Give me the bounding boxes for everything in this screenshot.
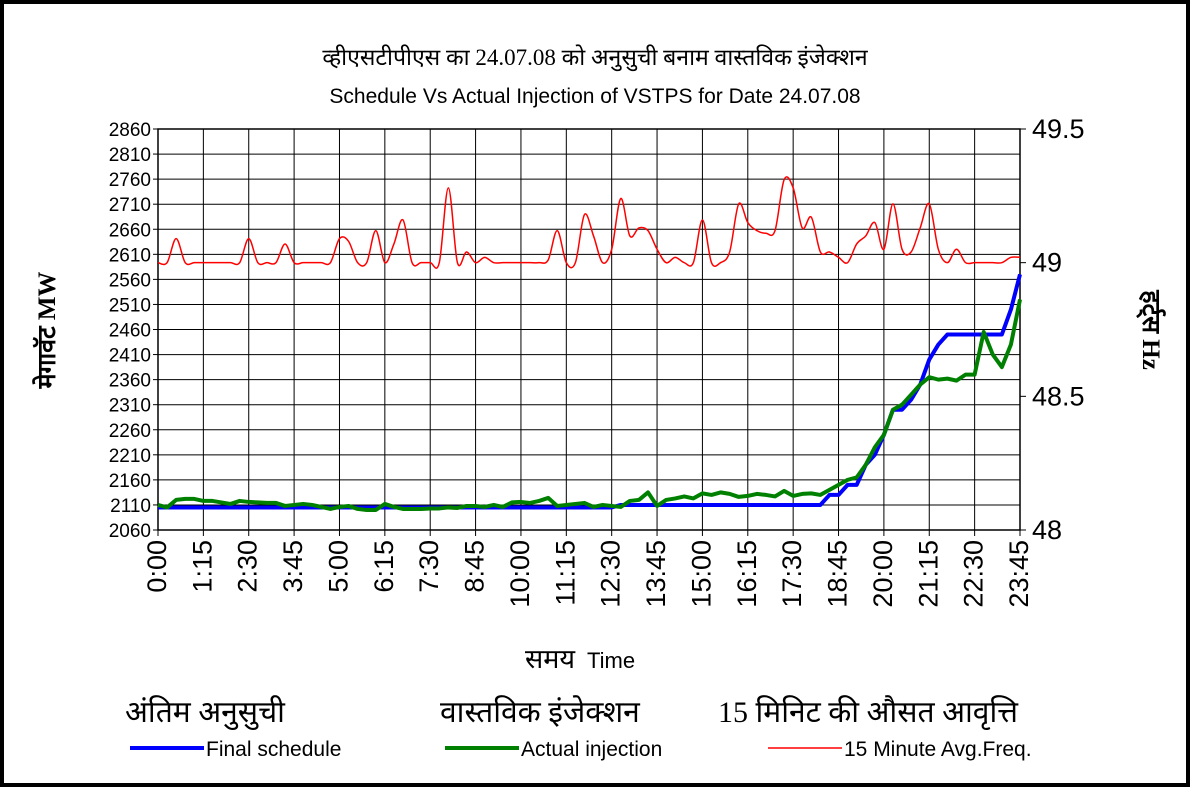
x-tick-label: 5:00 xyxy=(323,540,353,593)
legend-label: Actual injection xyxy=(521,738,662,761)
x-tick-label: 6:15 xyxy=(369,540,399,593)
x-tick-label: 10:00 xyxy=(505,540,535,608)
y-tick-label: 2610 xyxy=(109,245,151,266)
y-tick-label: 2260 xyxy=(109,421,151,442)
x-tick-label: 23:45 xyxy=(1004,540,1034,608)
y-tick-label: 2110 xyxy=(110,496,151,517)
x-tick-label: 12:30 xyxy=(596,540,626,608)
x-tick-label: 18:45 xyxy=(823,540,853,608)
series-line xyxy=(157,299,1022,512)
legend-label: Final schedule xyxy=(206,738,341,761)
legend-hindi: अंतिम अनुसुची xyxy=(125,695,286,731)
y-tick-label: 2060 xyxy=(109,521,151,542)
y-tick-label: 2510 xyxy=(109,295,151,316)
x-axis-label: Time xyxy=(587,648,635,673)
legend-hindi: 15 मिनिट की औसत आवृत्ति xyxy=(718,695,1019,731)
y2-tick-label: 49 xyxy=(1032,248,1062,278)
y-tick-label: 2360 xyxy=(109,371,151,392)
y-axis-label: मेगावॅट MW xyxy=(32,272,61,390)
y2-tick-label: 49.5 xyxy=(1032,114,1085,144)
x-tick-label: 21:15 xyxy=(913,540,943,608)
y-tick-label: 2210 xyxy=(109,446,151,467)
x-tick-label: 8:45 xyxy=(460,540,490,593)
series-line xyxy=(158,273,1022,510)
y2-tick-label: 48.5 xyxy=(1032,381,1085,411)
x-tick-label: 3:45 xyxy=(278,540,308,593)
x-tick-label: 15:00 xyxy=(686,540,716,608)
x-tick-label: 13:45 xyxy=(641,540,671,608)
y2-axis-label: हर्ट्स Hz xyxy=(1136,289,1166,370)
x-tick-label: 20:00 xyxy=(868,540,898,608)
y-tick-label: 2660 xyxy=(109,220,151,241)
x-tick-label: 17:30 xyxy=(777,540,807,608)
chart-title-hindi: व्हीएसटीपीएस का 24.07.08 को अनुसुची बनाम… xyxy=(322,44,869,72)
y-tick-label: 2860 xyxy=(109,120,151,141)
legend-label: 15 Minute Avg.Freq. xyxy=(844,738,1032,761)
x-tick-label: 11:15 xyxy=(550,540,580,606)
x-tick-label: 7:30 xyxy=(414,540,444,593)
y-tick-label: 2460 xyxy=(109,321,151,342)
x-tick-label: 0:00 xyxy=(142,540,172,593)
y-tick-label: 2760 xyxy=(109,170,151,191)
chart-title: Schedule Vs Actual Injection of VSTPS fo… xyxy=(329,85,860,108)
x-tick-label: 2:30 xyxy=(233,540,263,593)
x-axis-label-hindi: समय xyxy=(525,644,576,674)
y-tick-label: 2410 xyxy=(109,346,151,367)
y-tick-label: 2160 xyxy=(109,471,151,492)
y-tick-label: 2310 xyxy=(109,396,151,417)
y-tick-label: 2810 xyxy=(109,145,151,166)
y-tick-label: 2710 xyxy=(109,195,151,216)
y2-tick-label: 48 xyxy=(1032,515,1062,545)
legend-hindi: वास्तविक इंजेक्शन xyxy=(440,695,641,729)
x-tick-label: 22:30 xyxy=(959,540,989,608)
series-line xyxy=(157,176,1021,269)
x-tick-label: 16:15 xyxy=(732,540,762,608)
x-tick-label: 1:15 xyxy=(187,540,217,593)
plot-area xyxy=(157,128,1021,531)
y-tick-label: 2560 xyxy=(109,270,151,291)
